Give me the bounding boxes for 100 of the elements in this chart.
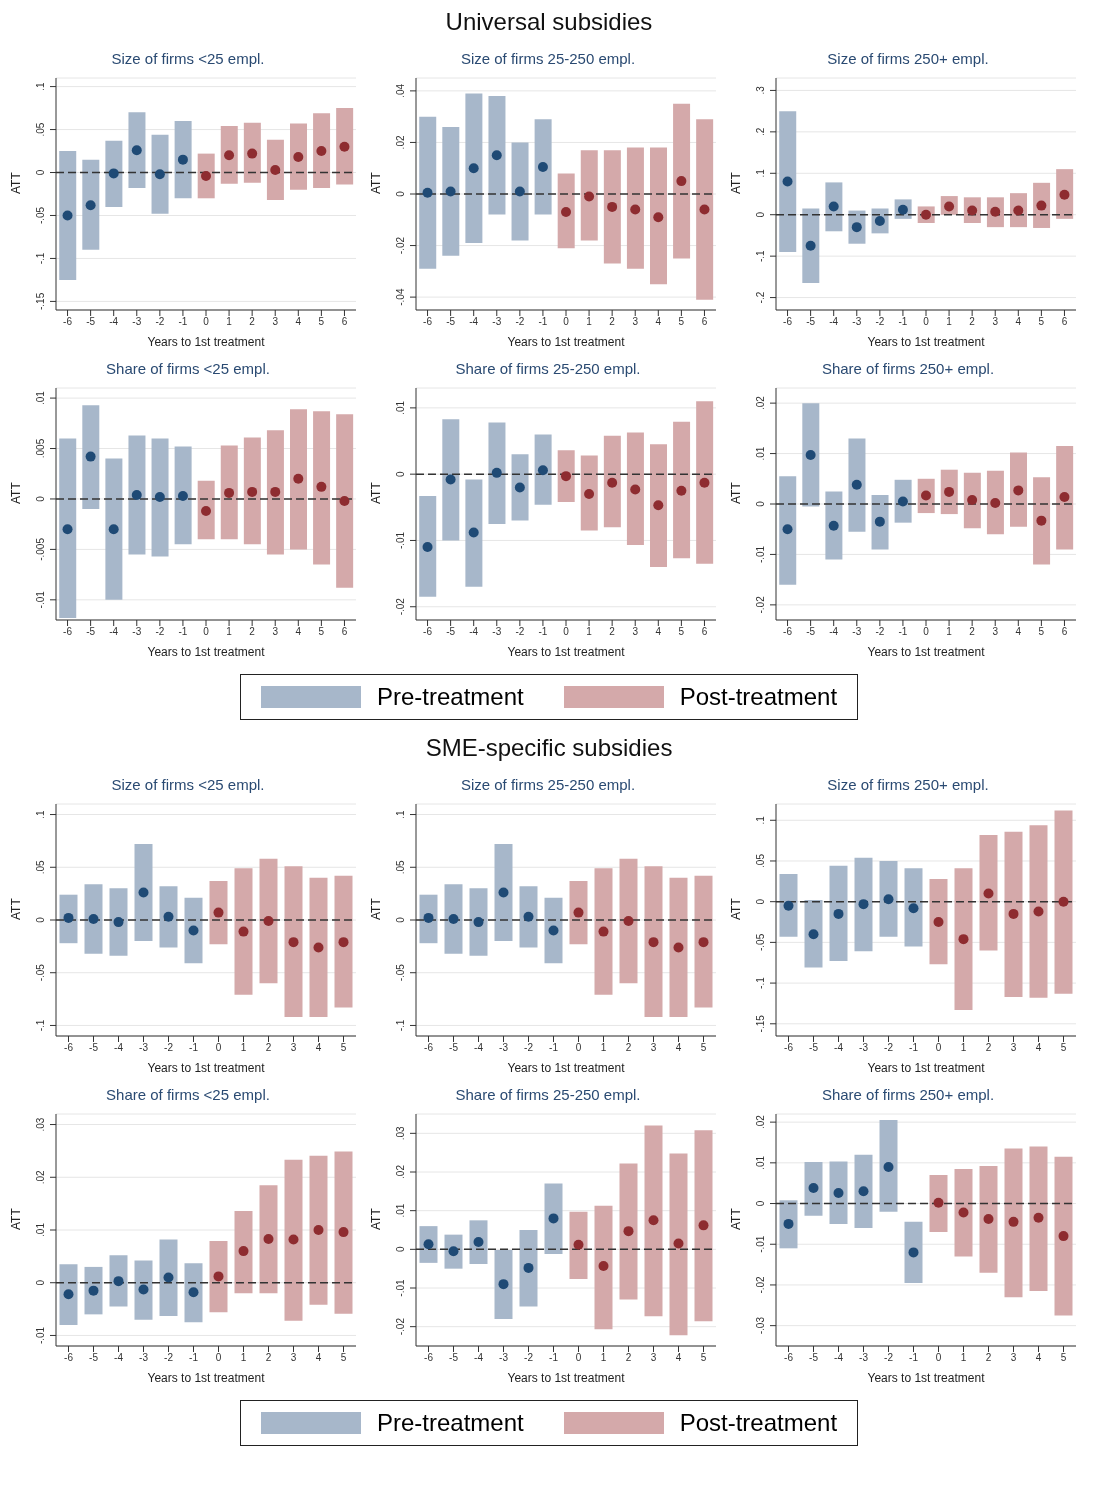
point (154, 169, 165, 180)
point (85, 451, 96, 462)
bar (128, 112, 146, 188)
x-tick-label: -6 (423, 626, 433, 638)
point (828, 201, 839, 212)
x-tick-label: 4 (675, 1042, 682, 1054)
x-tick-label: 2 (985, 1042, 992, 1054)
point (177, 490, 188, 501)
x-tick-label: 0 (215, 1042, 222, 1054)
bar (879, 860, 898, 937)
bar (59, 438, 77, 618)
x-tick-label: -1 (538, 626, 548, 638)
x-tick-label: -1 (909, 1042, 919, 1054)
bar (488, 422, 506, 524)
y-tick-label: 0 (35, 1279, 46, 1286)
x-tick-label: 0 (203, 626, 210, 638)
point (653, 500, 664, 511)
point (514, 482, 525, 493)
point (561, 471, 571, 482)
point (808, 929, 819, 940)
x-tick-label: 2 (265, 1042, 272, 1054)
x-tick-label: 3 (650, 1352, 657, 1364)
point (177, 154, 188, 165)
x-axis-title: Years to 1st treatment (867, 1371, 986, 1385)
x-tick-label: 5 (1060, 1042, 1067, 1054)
x-tick-label: 2 (985, 1352, 992, 1364)
x-tick-label: 5 (700, 1042, 707, 1054)
x-tick-label: -1 (898, 626, 908, 638)
x-tick-label: 3 (1010, 1352, 1017, 1364)
x-tick-label: -2 (875, 626, 885, 638)
y-tick-label: .1 (35, 81, 46, 91)
point (108, 168, 119, 179)
point (548, 925, 559, 936)
y-tick-label: -.1 (35, 252, 46, 265)
y-axis-title: ATT (9, 897, 24, 920)
point (338, 937, 349, 948)
point (213, 907, 224, 918)
y-tick-label: 0 (35, 916, 46, 923)
bar (266, 430, 284, 555)
x-axis-title: Years to 1st treatment (507, 1371, 626, 1385)
bar (879, 1120, 898, 1212)
x-tick-label: 5 (678, 316, 685, 328)
x-tick-label: -6 (783, 626, 793, 638)
x-tick-label: 4 (675, 1352, 682, 1364)
x-tick-label: 5 (340, 1042, 347, 1054)
x-tick-label: -5 (806, 316, 816, 328)
bar (929, 878, 948, 965)
bar (234, 1211, 253, 1294)
x-tick-label: 4 (295, 316, 302, 328)
point (598, 926, 609, 937)
bar (569, 880, 588, 945)
y-tick-label: .02 (395, 135, 406, 150)
bar (128, 435, 146, 555)
y-axis-title: ATT (369, 171, 384, 194)
point (858, 1186, 869, 1197)
x-tick-label: -3 (852, 316, 862, 328)
point (422, 542, 433, 553)
x-tick-label: 4 (315, 1042, 322, 1054)
y-tick-label: .05 (35, 859, 46, 875)
chart-title: Share of firms 25-250 empl. (454, 1086, 642, 1105)
bar (544, 1183, 563, 1254)
y-tick-label: -.02 (395, 236, 406, 255)
legend-label: Post-treatment (679, 1409, 838, 1437)
bar (650, 444, 667, 567)
y-tick-label: -.02 (395, 1317, 406, 1336)
point (491, 150, 502, 161)
x-tick-label: 6 (341, 316, 348, 328)
point (108, 524, 119, 535)
chart-title: Share of firms 250+ empl. (820, 360, 996, 379)
point (1033, 906, 1044, 917)
bar (904, 868, 923, 947)
bar (804, 1162, 823, 1216)
x-tick-label: 1 (586, 316, 593, 328)
bar (829, 865, 848, 962)
y-tick-label: -.01 (755, 1235, 766, 1253)
bar (673, 421, 691, 559)
y-tick-label: .01 (755, 1155, 766, 1170)
point (1008, 908, 1019, 919)
x-tick-label: -5 (446, 316, 456, 328)
point (584, 489, 595, 500)
chart-title: Size of firms 25-250 empl. (459, 776, 637, 795)
x-tick-label: -5 (809, 1352, 819, 1364)
bar (854, 1154, 873, 1228)
point (88, 1285, 99, 1296)
point (1059, 491, 1070, 502)
y-tick-label: -.15 (755, 1014, 766, 1033)
y-tick-label: .02 (755, 395, 766, 411)
x-tick-label: -6 (424, 1352, 434, 1364)
bar (954, 868, 973, 1010)
x-tick-label: -4 (474, 1352, 484, 1364)
y-tick-label: .01 (35, 390, 46, 406)
bar (184, 1263, 203, 1323)
point (537, 465, 548, 476)
bar (465, 93, 483, 243)
bar (284, 1159, 303, 1321)
bar (1033, 477, 1051, 565)
point (131, 489, 142, 500)
bar (259, 858, 278, 984)
point (316, 146, 327, 157)
x-tick-label: 5 (700, 1352, 707, 1364)
